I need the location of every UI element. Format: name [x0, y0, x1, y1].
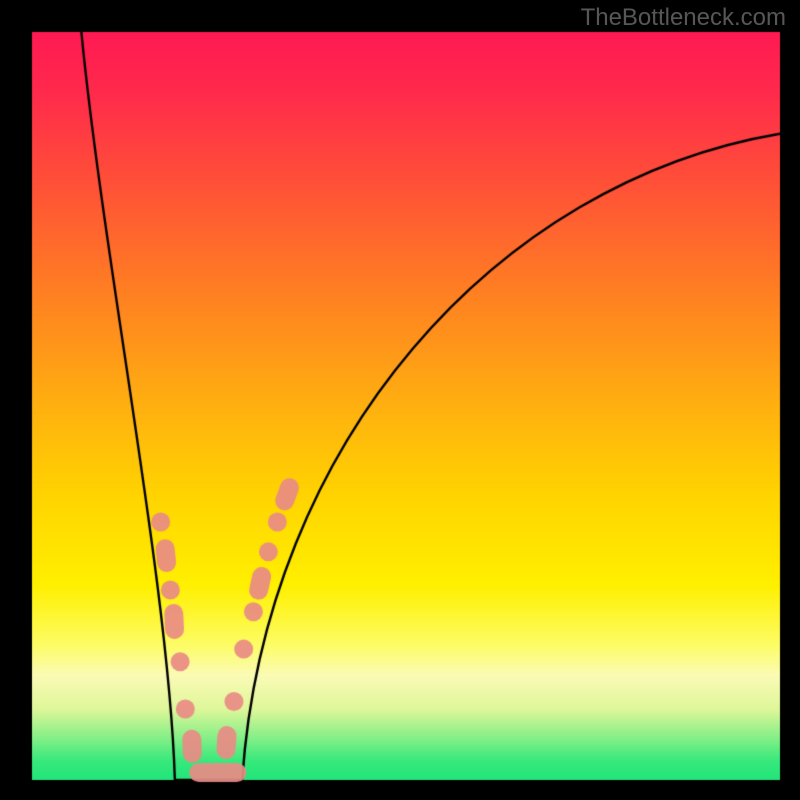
watermark-text: TheBottleneck.com [581, 4, 786, 32]
chart-container: TheBottleneck.com [0, 0, 800, 800]
bottleneck-chart [0, 0, 800, 800]
